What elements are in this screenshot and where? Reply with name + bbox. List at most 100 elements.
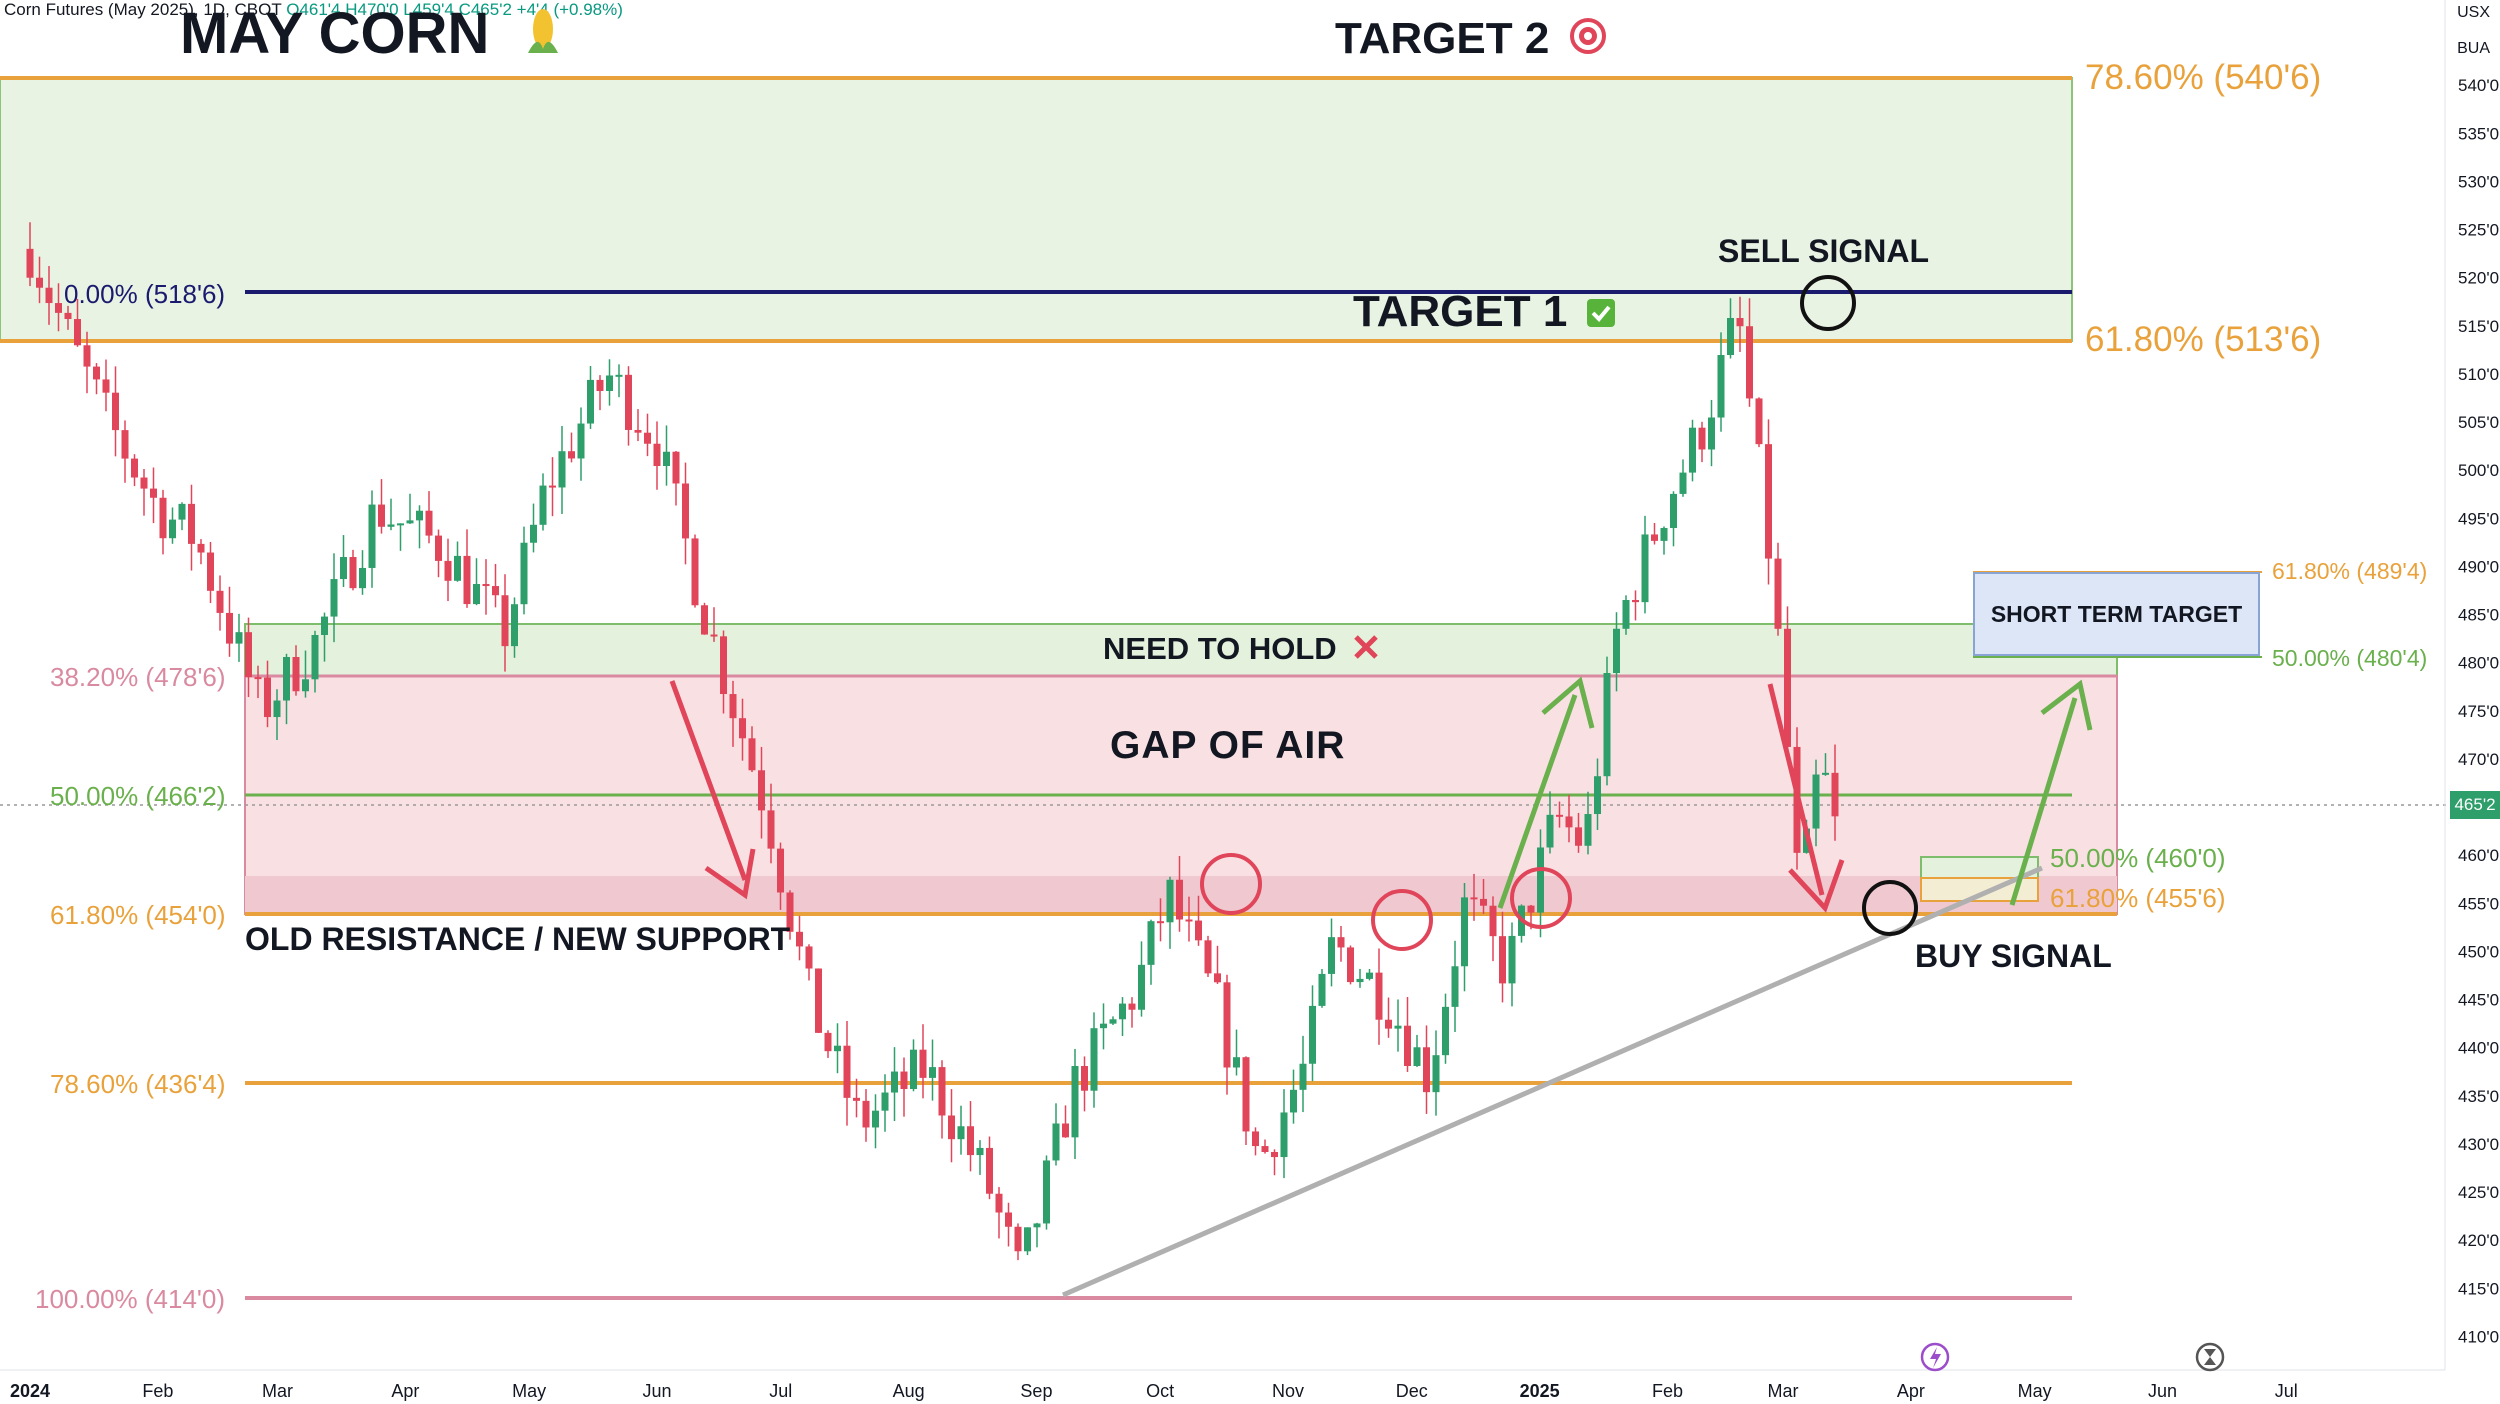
target-zone [0, 77, 2073, 342]
candle-body [729, 694, 737, 719]
candle-body [1062, 1123, 1069, 1138]
candle-body [1185, 919, 1193, 922]
candle-body [1413, 1047, 1421, 1066]
y-tick-label: 525'0 [2458, 221, 2499, 240]
buy-signal-circle [1862, 880, 1918, 936]
candle-body [93, 366, 100, 380]
candle-body [501, 595, 509, 647]
candle-body [1451, 966, 1459, 1007]
target-icon [1568, 16, 1608, 67]
candle-body [1090, 1028, 1098, 1091]
candle-body [853, 1097, 860, 1101]
currency-corner: USX BUA [2457, 2, 2490, 60]
fib-786-label: 78.60% (436'4) [50, 1069, 226, 1099]
candle-body [64, 312, 72, 320]
y-tick-label: 490'0 [2458, 557, 2499, 576]
arrow-red-1 [669, 680, 748, 881]
y-tick-label: 540'0 [2458, 76, 2499, 95]
candle-body [1128, 1003, 1136, 1010]
fib-618-right-label: 61.80% (489'4) [2272, 558, 2428, 584]
x-tick-label: Aug [893, 1381, 925, 1401]
candle-body [1033, 1223, 1041, 1228]
candle-body [1223, 982, 1231, 1068]
candle-body [796, 931, 803, 947]
fib-50-small-label: 50.00% (460'0) [2050, 843, 2226, 873]
candle-body [1337, 937, 1345, 948]
candle-body [1489, 905, 1497, 937]
candle-body [691, 538, 699, 606]
x-tick-label: Dec [1396, 1381, 1428, 1401]
checkmark-icon [1586, 289, 1616, 339]
candle-body [929, 1067, 936, 1078]
candle-body [1071, 1066, 1079, 1138]
x-axis: 2024 Feb Mar Apr May Jun Jul Aug Sep Oct Nov Dec 202… [0, 1369, 2445, 1401]
candle-body [976, 1147, 984, 1156]
candle-body [910, 1049, 917, 1090]
y-tick-label: 520'0 [2458, 269, 2499, 288]
candle-body [606, 375, 613, 392]
candle-body [340, 557, 347, 580]
candle-body [834, 1045, 841, 1052]
candle-body [482, 584, 490, 587]
candle-body [881, 1092, 889, 1111]
x-tick-label: Jul [769, 1381, 792, 1401]
y-tick-label: 485'0 [2458, 606, 2499, 625]
bottom-icons[interactable] [1920, 1342, 2225, 1372]
candle-body [520, 542, 528, 605]
need-to-hold-zone [244, 623, 2118, 679]
x-tick-label: Feb [1652, 1381, 1683, 1401]
candle-body [1024, 1227, 1031, 1252]
candle-body [283, 656, 290, 701]
candle-body [463, 555, 471, 605]
short-term-target-box: SHORT TERM TARGET [1973, 572, 2260, 656]
candle-body [1157, 921, 1164, 924]
gap-of-air-label: GAP OF AIR [1110, 724, 1346, 767]
candle-body [473, 584, 480, 605]
candle-body [1138, 964, 1145, 1010]
candle-body [1746, 326, 1753, 399]
candle-body [1166, 879, 1174, 923]
candle-body [577, 423, 585, 459]
candle-body [1242, 1057, 1250, 1132]
fib-0-label: 0.00% (518'6) [64, 279, 226, 309]
candle-body [758, 770, 765, 811]
y-tick-label: 480'0 [2458, 654, 2499, 673]
candle-body [568, 451, 575, 459]
candle-body [1442, 1006, 1449, 1056]
candle-body [1603, 673, 1611, 777]
candle-body [55, 303, 62, 313]
candle-body [121, 430, 129, 459]
candle-body [140, 477, 148, 489]
candle-body [948, 1115, 955, 1140]
candle-body [1271, 1152, 1278, 1158]
candle-body [454, 555, 461, 581]
ohlc-high: H470'0 [345, 0, 399, 19]
y-tick-label: 445'0 [2458, 991, 2499, 1010]
candle-body [292, 656, 300, 692]
candle-body [1119, 1003, 1126, 1020]
x-tick-label: Mar [262, 1381, 293, 1401]
candle-body [1584, 814, 1592, 846]
x-tick-label: Jul [2275, 1381, 2298, 1401]
fib-zones [0, 77, 2262, 915]
candle-body [406, 520, 414, 524]
candle-body [1195, 920, 1202, 941]
current-price-label: 465'2 [2450, 791, 2500, 819]
candle-body [1043, 1160, 1050, 1224]
candle-body [169, 519, 176, 539]
candle-body [397, 523, 404, 526]
candle-body [321, 616, 328, 635]
candle-body [216, 590, 224, 613]
candle-body [83, 345, 91, 367]
ohlc-low: L459'4 [403, 0, 454, 19]
candle-body [1385, 1019, 1392, 1029]
corn-icon [518, 3, 568, 73]
candle-body [1717, 355, 1725, 418]
candle-body [1347, 947, 1354, 983]
candle-body [273, 700, 281, 718]
target2-label: TARGET 2 [1335, 14, 1608, 67]
x-tick-label: May [512, 1381, 546, 1401]
candle-body [805, 946, 813, 969]
candle-body [634, 429, 642, 433]
fib-50-label: 50.00% (466'2) [50, 781, 226, 811]
